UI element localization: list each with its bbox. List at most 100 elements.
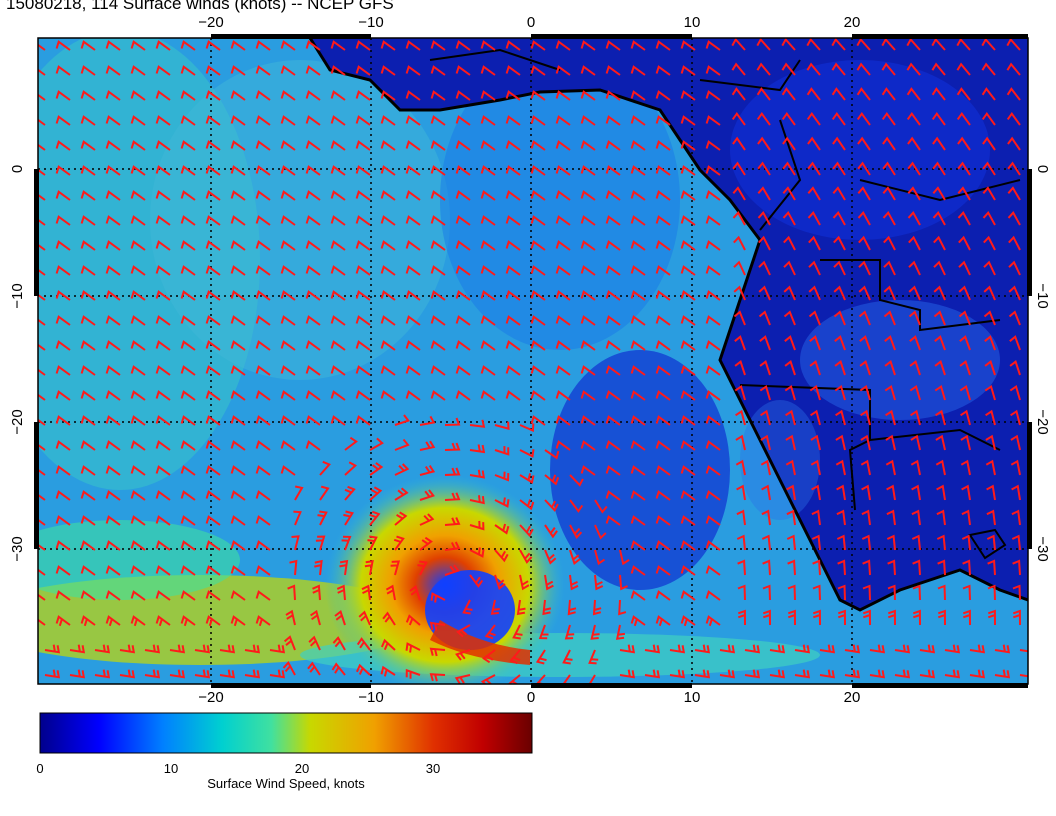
map-title: 15080218, 114 Surface winds (knots) -- N… bbox=[6, 0, 394, 13]
wind-barb bbox=[885, 409, 896, 426]
wind-barb bbox=[630, 540, 646, 551]
wind-barb bbox=[305, 215, 321, 226]
wind-barb bbox=[494, 471, 510, 482]
wind-barb bbox=[956, 87, 971, 101]
wind-barb bbox=[655, 390, 671, 401]
wind-barb bbox=[119, 644, 136, 654]
wind-barb bbox=[80, 565, 96, 576]
wind-barb bbox=[355, 290, 371, 301]
wind-barb bbox=[757, 186, 771, 201]
wind-barb bbox=[885, 459, 896, 476]
wind-barb bbox=[858, 260, 871, 276]
wind-barb bbox=[530, 90, 546, 101]
colorbar-gradient bbox=[39, 712, 533, 754]
wind-barb bbox=[155, 540, 171, 551]
wind-barb bbox=[355, 40, 371, 51]
wind-barb bbox=[38, 268, 46, 276]
wind-barb bbox=[761, 509, 771, 526]
lon-label-bottom: 10 bbox=[684, 689, 701, 706]
wind-barb bbox=[910, 459, 921, 476]
wind-barb bbox=[105, 265, 121, 276]
wind-barb bbox=[356, 637, 371, 651]
wind-barb bbox=[38, 193, 46, 201]
wind-barb bbox=[312, 584, 321, 601]
wind-barb bbox=[405, 668, 421, 679]
wind-barb bbox=[1007, 161, 1021, 176]
wind-barb bbox=[705, 90, 721, 101]
wind-barb bbox=[907, 136, 921, 151]
wind-barb bbox=[555, 290, 571, 301]
wind-barb bbox=[429, 647, 446, 657]
wind-barb bbox=[430, 90, 446, 101]
wind-barb bbox=[733, 285, 746, 301]
wind-barb bbox=[680, 40, 696, 51]
wind-barb bbox=[605, 240, 621, 251]
wind-barb bbox=[480, 315, 496, 326]
wind-barb bbox=[419, 489, 435, 501]
wind-barb bbox=[655, 590, 671, 601]
wind-barb bbox=[1008, 285, 1021, 301]
wind-barb bbox=[364, 560, 374, 576]
wind-barb bbox=[705, 615, 721, 627]
wind-barb bbox=[255, 340, 271, 351]
wind-barb bbox=[305, 415, 321, 426]
wind-barb bbox=[455, 649, 471, 661]
wind-barb bbox=[155, 65, 171, 76]
wind-barb bbox=[911, 534, 921, 551]
wind-barb bbox=[219, 669, 236, 679]
wind-barb bbox=[786, 484, 796, 501]
wind-barb bbox=[806, 62, 821, 76]
wind-barb bbox=[194, 669, 211, 679]
wind-barb bbox=[834, 384, 846, 401]
lat-labels-right: 0 −10 −20 −30 bbox=[1034, 165, 1051, 562]
wind-barb bbox=[38, 568, 46, 576]
wind-barb bbox=[430, 290, 446, 301]
wind-barb bbox=[908, 260, 921, 276]
wind-barb bbox=[144, 644, 161, 654]
wind-barb bbox=[680, 140, 696, 151]
wind-barb bbox=[255, 540, 271, 551]
wind-barb bbox=[881, 38, 896, 51]
wind-barb bbox=[933, 285, 946, 301]
wind-barb bbox=[836, 509, 846, 526]
wind-barb bbox=[38, 343, 46, 351]
wind-barb bbox=[680, 390, 696, 401]
wind-barb bbox=[380, 638, 396, 651]
wind-barb bbox=[155, 240, 171, 251]
wind-barb bbox=[180, 565, 196, 576]
wind-barb bbox=[806, 38, 821, 51]
wind-barb bbox=[155, 490, 171, 501]
wind-barb bbox=[787, 559, 796, 576]
wind-barb bbox=[655, 290, 671, 301]
wind-barb bbox=[960, 459, 971, 476]
wind-barb bbox=[358, 610, 371, 626]
wind-barb bbox=[462, 599, 473, 615]
wind-barb bbox=[305, 65, 321, 76]
wind-barb bbox=[782, 161, 796, 176]
wind-barb bbox=[957, 210, 971, 226]
wind-barb bbox=[1019, 669, 1028, 678]
wind-barb bbox=[884, 360, 896, 376]
wind-barb bbox=[430, 315, 446, 326]
lon-label-top: 10 bbox=[684, 14, 701, 31]
wind-barb bbox=[934, 360, 946, 376]
wind-barb bbox=[705, 315, 721, 326]
wind-barb bbox=[180, 515, 196, 526]
wind-barb bbox=[894, 669, 911, 679]
wind-barb bbox=[55, 515, 71, 526]
wind-barb bbox=[180, 490, 196, 501]
wind-barb bbox=[105, 590, 121, 601]
wind-barb bbox=[655, 515, 671, 526]
wind-barb bbox=[733, 260, 746, 276]
wind-barb bbox=[80, 290, 96, 301]
lon-label-top: −20 bbox=[198, 14, 223, 31]
wind-barb bbox=[836, 534, 846, 551]
wind-barb bbox=[494, 549, 509, 563]
wind-barb bbox=[405, 40, 421, 51]
wind-barb bbox=[882, 186, 896, 201]
wind-barb bbox=[255, 365, 271, 376]
wind-barb bbox=[130, 590, 146, 601]
wind-barb bbox=[937, 609, 946, 626]
wind-barb bbox=[289, 559, 298, 576]
wind-barb bbox=[255, 415, 271, 426]
